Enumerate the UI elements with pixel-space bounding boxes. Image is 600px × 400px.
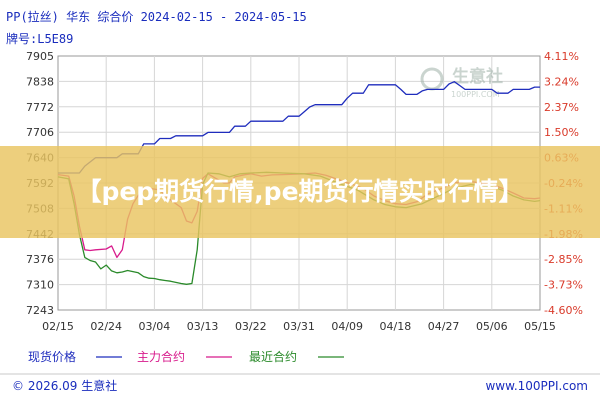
left-tick-label: 7772 (26, 101, 54, 114)
right-tick-label: 2.37% (544, 101, 579, 114)
watermark-site: 100PPI.COM (451, 90, 500, 99)
x-tick-label: 05/06 (476, 320, 508, 333)
legend: 现货价格 主力合约 最近合约 (28, 349, 344, 364)
footer-copyright: © 2026.09 生意社 (12, 378, 117, 393)
left-tick-label: 7376 (26, 253, 54, 266)
watermark-brand: 生意社 (452, 66, 503, 87)
left-tick-label: 7905 (26, 50, 54, 63)
footer-site: www.100PPI.com (485, 379, 588, 393)
x-tick-label: 03/22 (235, 320, 267, 333)
x-tick-label: 04/09 (331, 320, 363, 333)
headline-text: 【pep期货行情,pe期货行情实时行情】 (76, 177, 524, 206)
chart-title: PP(拉丝) 华东 综合价 2024-02-15 - 2024-05-15 (6, 9, 307, 24)
series-line-spot (58, 81, 540, 174)
legend-label-near: 最近合约 (249, 349, 297, 364)
legend-label-main: 主力合约 (137, 349, 185, 364)
x-tick-label: 03/04 (139, 320, 171, 333)
x-tick-label: 02/15 (42, 320, 74, 333)
right-tick-label: 1.50% (544, 126, 579, 139)
left-tick-label: 7838 (26, 75, 54, 88)
left-tick-label: 7310 (26, 279, 54, 292)
right-tick-label: -2.85% (544, 253, 583, 266)
x-tick-label: 05/15 (524, 320, 556, 333)
right-tick-label: 3.24% (544, 75, 579, 88)
right-tick-label: -4.60% (544, 304, 583, 317)
left-tick-label: 7706 (26, 126, 54, 139)
right-tick-label: -3.73% (544, 279, 583, 292)
x-tick-label: 04/18 (380, 320, 412, 333)
left-tick-label: 7243 (26, 304, 54, 317)
right-tick-label: 4.11% (544, 50, 579, 63)
headline-banner: 【pep期货行情,pe期货行情实时行情】 (0, 146, 600, 238)
x-tick-label: 03/13 (187, 320, 219, 333)
x-tick-label: 04/27 (428, 320, 460, 333)
x-axis-ticks: 02/15 02/24 03/04 03/13 03/22 03/31 04/09 04/18… (42, 320, 556, 333)
x-tick-label: 03/31 (283, 320, 315, 333)
grade-label: 牌号:L5E89 (6, 32, 73, 46)
legend-label-spot: 现货价格 (28, 349, 76, 364)
x-tick-label: 02/24 (90, 320, 122, 333)
